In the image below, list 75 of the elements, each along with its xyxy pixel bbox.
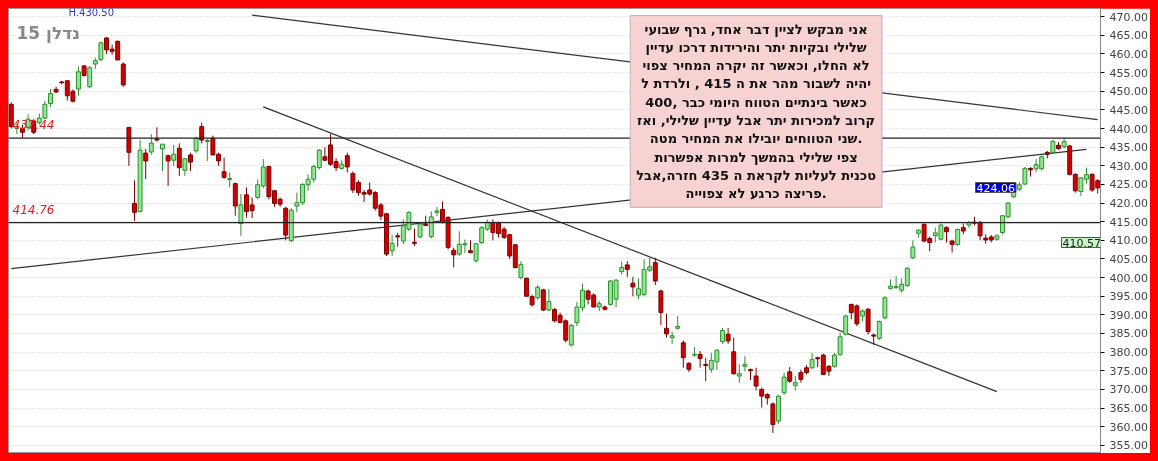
y-tick-label: 460.00 xyxy=(1109,47,1148,61)
candlestick xyxy=(736,363,742,384)
candlestick xyxy=(171,144,177,167)
ref-line-label: 414.76 xyxy=(12,202,55,217)
candlestick xyxy=(188,152,193,172)
candlestick xyxy=(630,276,636,297)
y-tick-label: 405.00 xyxy=(1109,252,1148,266)
candlestick xyxy=(428,210,434,239)
y-tick-label: 465.00 xyxy=(1109,29,1148,43)
y-tick-label: 375.00 xyxy=(1109,364,1148,378)
text: אני מבקש לציין דבר אחד, גרף שבועי שלילי ובקיות יתר והירידות דרכו עדיין לא החלו, וכאשר זה יקרה המחיר צפוי יהיה לשבור מהר את ה 415 , ולרדת ל 400, כאשר בינתיים הטווח היומי כבר קרוב למכירות יתר אבל עדיין שלילי, ואז שני הטווחים יובילו את המחיר מטה. צפי שלילי בהמשך למרות אפשרות טכנית לעליות לקראת ה 435 חזרה,אבל פריצה כרגע לא צפוייה. xyxy=(636,21,876,202)
candlestick xyxy=(8,101,14,130)
candlestick xyxy=(568,323,574,348)
y-tick-label: 420.00 xyxy=(1109,197,1148,211)
y-tick-label: 470.00 xyxy=(1109,10,1148,24)
candlestick xyxy=(731,337,737,375)
candlestick xyxy=(753,367,759,392)
candlestick xyxy=(781,372,787,396)
candlestick xyxy=(434,206,440,217)
candlestick xyxy=(344,152,350,173)
y-tick-label: 385.00 xyxy=(1109,327,1148,341)
candlestick xyxy=(518,260,524,280)
candlestick xyxy=(865,307,871,336)
candlestick xyxy=(87,65,93,89)
y-tick-label: 445.00 xyxy=(1109,103,1148,117)
y-tick-label: 360.00 xyxy=(1109,420,1148,434)
y-tick-label: 400.00 xyxy=(1109,271,1148,285)
candlestick xyxy=(451,247,457,269)
y-tick-label: 390.00 xyxy=(1109,308,1148,322)
candlestick xyxy=(697,350,703,369)
candlestick xyxy=(658,289,664,326)
annotation: 424.06 xyxy=(976,181,1015,195)
candlestick xyxy=(160,143,165,172)
y-tick-label: 425.00 xyxy=(1109,178,1148,192)
candlestick xyxy=(703,357,709,382)
y-tick-label: 435.00 xyxy=(1109,141,1148,155)
candlestick xyxy=(165,154,171,187)
y-tick-label: 415.00 xyxy=(1109,215,1148,229)
y-tick-label: 370.00 xyxy=(1109,383,1148,397)
candlestick xyxy=(389,234,395,257)
candlestick xyxy=(742,355,748,373)
candlestick xyxy=(725,327,731,345)
candlestick xyxy=(669,331,675,345)
candlestick xyxy=(176,142,182,177)
candlestick xyxy=(664,313,669,339)
candlestick xyxy=(132,179,137,222)
y-tick-label: 395.00 xyxy=(1109,290,1148,304)
candlestick xyxy=(204,138,210,162)
y-tick-label: 440.00 xyxy=(1109,122,1148,136)
candlestick xyxy=(876,319,882,341)
y-tick-label: 455.00 xyxy=(1109,66,1148,80)
annotation: H.430.50 xyxy=(68,6,115,18)
y-tick-label: 365.00 xyxy=(1109,402,1148,416)
candlestick xyxy=(120,62,126,88)
candlestick xyxy=(652,257,658,286)
y-tick-label: 410.00 xyxy=(1109,234,1148,248)
text: נדלן 15 xyxy=(16,22,80,43)
y-tick-label: 450.00 xyxy=(1109,85,1148,99)
candlestick xyxy=(882,295,888,320)
candlestick xyxy=(76,66,81,97)
candlestick xyxy=(238,193,244,237)
candlestick xyxy=(949,239,955,254)
candlestick xyxy=(98,41,104,62)
candlestick xyxy=(910,239,916,260)
candlestick xyxy=(148,133,154,156)
candlestick xyxy=(221,157,227,180)
candlestick xyxy=(770,401,776,434)
candlestick xyxy=(232,182,238,217)
candlestick xyxy=(143,148,149,180)
candlestick xyxy=(680,340,686,369)
y-tick-label: 430.00 xyxy=(1109,159,1148,173)
candlestick xyxy=(154,126,160,143)
annotation: 410.57 xyxy=(1062,236,1101,250)
y-tick-label: 380.00 xyxy=(1109,346,1148,360)
y-tick-label: 355.00 xyxy=(1109,439,1148,453)
